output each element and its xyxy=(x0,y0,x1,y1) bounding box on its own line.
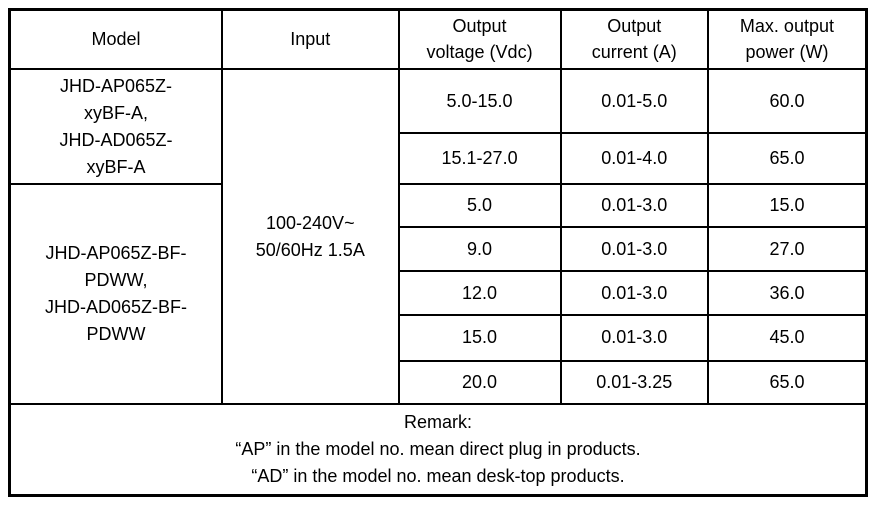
current-cell: 0.01-3.0 xyxy=(559,225,709,273)
power-cell: 60.0 xyxy=(706,67,868,135)
current-cell: 0.01-3.0 xyxy=(559,183,709,228)
power-cell: 15.0 xyxy=(706,183,868,228)
power-cell: 65.0 xyxy=(706,132,868,186)
col-header-max-output-power: Max. output power (W) xyxy=(706,8,868,70)
remark-row: Remark: “AP” in the model no. mean direc… xyxy=(8,403,868,497)
col-header-input: Input xyxy=(221,8,400,70)
voltage-cell: 12.0 xyxy=(397,270,562,317)
remark-cell: Remark: “AP” in the model no. mean direc… xyxy=(8,403,868,497)
power-cell: 27.0 xyxy=(706,225,868,273)
table-row: 20.0 0.01-3.25 65.0 xyxy=(10,359,868,406)
table-row: 15.1-27.0 0.01-4.0 65.0 xyxy=(10,132,868,186)
header-row: Model Input Output voltage (Vdc) Output … xyxy=(8,8,868,70)
power-spec-table: Model Input Output voltage (Vdc) Output … xyxy=(8,8,868,497)
input-spec-cell: 100-240V~ 50/60Hz 1.5A xyxy=(221,67,400,406)
voltage-cell: 15.0 xyxy=(397,314,562,362)
col-header-output-voltage: Output voltage (Vdc) xyxy=(397,8,562,70)
table-row: 15.0 0.01-3.0 45.0 xyxy=(10,314,868,362)
voltage-cell: 9.0 xyxy=(397,225,562,273)
model-group-2-cell: JHD-AP065Z-BF- PDWW, JHD-AD065Z-BF- PDWW xyxy=(8,183,224,406)
model-group-1-cell: JHD-AP065Z- xyBF-A, JHD-AD065Z- xyBF-A xyxy=(8,67,224,186)
current-cell: 0.01-3.0 xyxy=(559,270,709,317)
voltage-cell: 15.1-27.0 xyxy=(397,132,562,186)
power-cell: 65.0 xyxy=(706,359,868,406)
current-cell: 0.01-3.0 xyxy=(559,314,709,362)
voltage-cell: 5.0 xyxy=(397,183,562,228)
col-header-model: Model xyxy=(8,8,224,70)
voltage-cell: 5.0-15.0 xyxy=(397,67,562,135)
col-header-output-current: Output current (A) xyxy=(559,8,709,70)
table-row: 12.0 0.01-3.0 36.0 xyxy=(10,270,868,317)
current-cell: 0.01-3.25 xyxy=(559,359,709,406)
voltage-cell: 20.0 xyxy=(397,359,562,406)
power-cell: 45.0 xyxy=(706,314,868,362)
current-cell: 0.01-5.0 xyxy=(559,67,709,135)
power-cell: 36.0 xyxy=(706,270,868,317)
table-row: JHD-AP065Z- xyBF-A, JHD-AD065Z- xyBF-A 1… xyxy=(8,67,868,406)
current-cell: 0.01-4.0 xyxy=(559,132,709,186)
table-row: JHD-AP065Z-BF- PDWW, JHD-AD065Z-BF- PDWW… xyxy=(8,183,868,406)
table-row: 9.0 0.01-3.0 27.0 xyxy=(10,225,868,273)
